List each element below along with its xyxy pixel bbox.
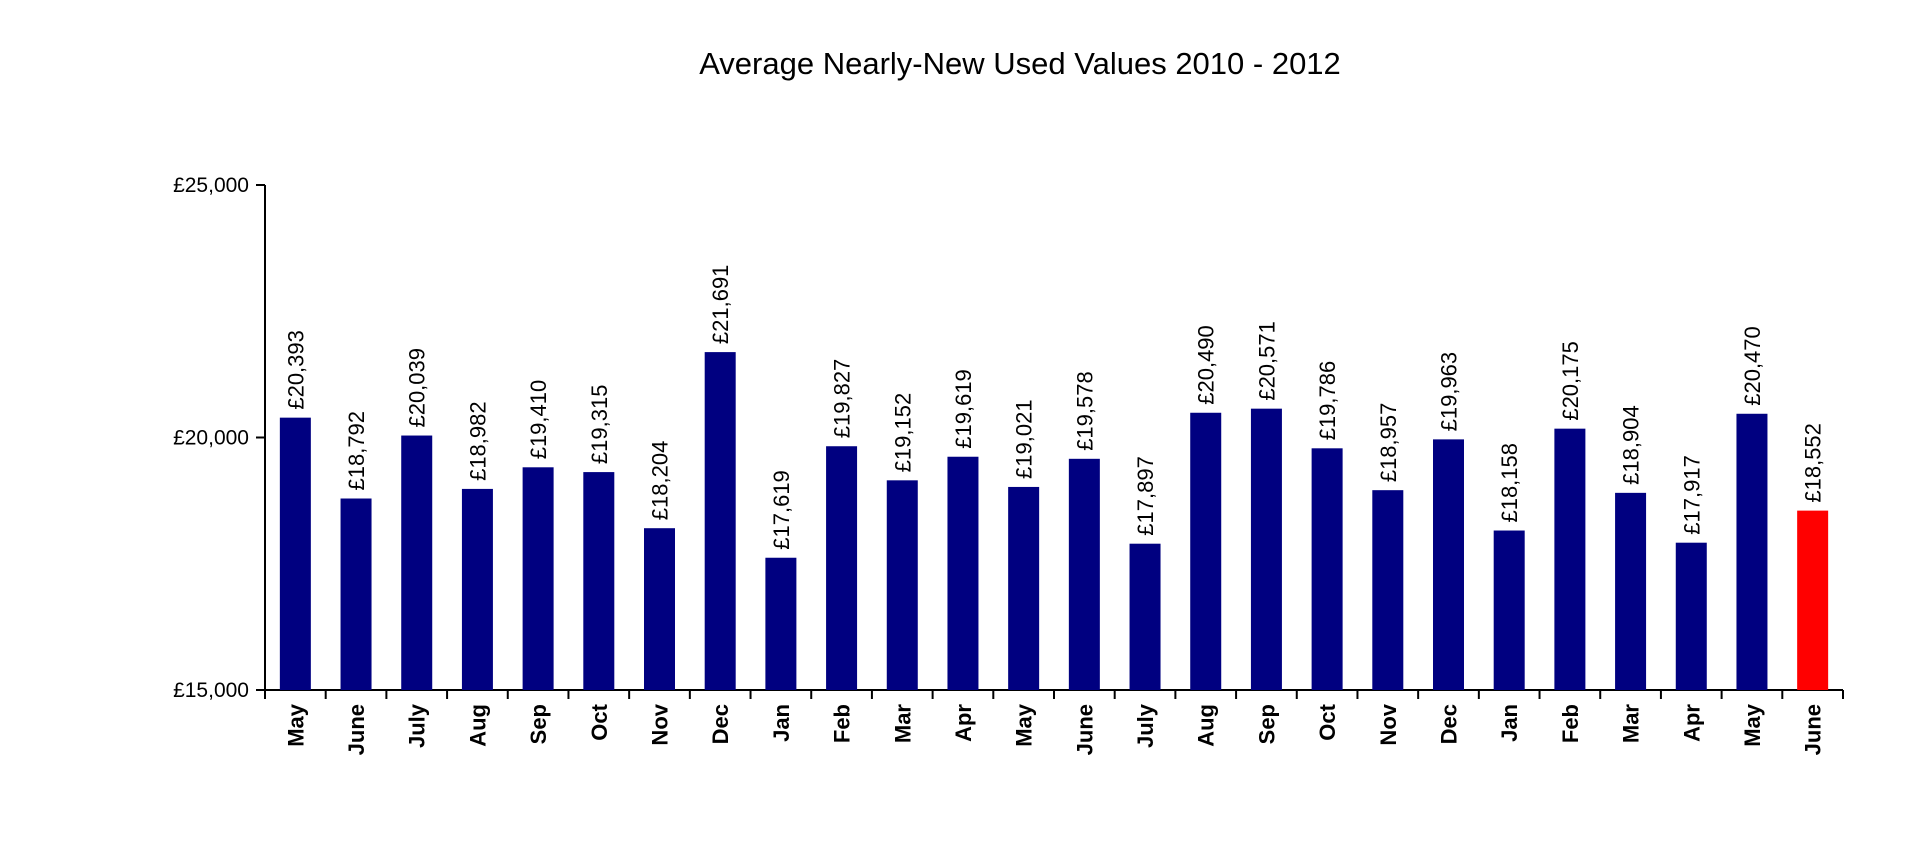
data-label: £20,039 — [405, 348, 430, 428]
data-label: £17,897 — [1133, 456, 1158, 536]
x-category-label: Mar — [890, 704, 915, 744]
x-category-label: Aug — [1194, 704, 1219, 747]
bar — [1433, 439, 1464, 690]
data-label: £19,619 — [951, 369, 976, 449]
x-category-label: May — [283, 703, 308, 747]
data-label: £19,410 — [526, 380, 551, 460]
x-category-label: June — [1072, 704, 1097, 755]
x-category-label: Mar — [1619, 704, 1644, 744]
x-category-label: Nov — [648, 703, 673, 745]
data-label: £18,957 — [1376, 403, 1401, 483]
bar — [1250, 408, 1282, 690]
data-label: £18,204 — [648, 441, 673, 521]
data-label: £20,393 — [283, 330, 308, 410]
data-label: £20,490 — [1194, 325, 1219, 405]
bar — [644, 528, 675, 690]
chart-title: Average Nearly-New Used Values 2010 - 20… — [699, 46, 1341, 81]
bar — [1797, 510, 1829, 690]
data-label: £19,021 — [1012, 399, 1037, 479]
x-category-label: June — [1801, 704, 1826, 755]
bar — [1675, 542, 1707, 690]
bar — [461, 488, 493, 690]
data-label: £20,175 — [1558, 341, 1583, 421]
bar — [1736, 413, 1768, 690]
bar — [886, 480, 918, 690]
bar — [1190, 412, 1222, 690]
data-label: £18,158 — [1497, 443, 1522, 523]
x-category-label: Nov — [1376, 703, 1401, 745]
data-label: £20,571 — [1254, 321, 1279, 401]
bar — [1008, 486, 1040, 690]
data-label: £19,963 — [1437, 352, 1462, 432]
y-tick-label: £15,000 — [173, 679, 249, 702]
x-category-label: Oct — [587, 703, 612, 740]
bar — [1615, 492, 1647, 690]
data-label: £19,152 — [890, 393, 915, 473]
y-tick-label: £25,000 — [173, 174, 249, 197]
data-label: £21,691 — [708, 265, 733, 345]
data-label: £18,982 — [465, 401, 490, 481]
bar — [401, 435, 433, 690]
x-category-label: June — [344, 704, 369, 755]
bar — [1068, 458, 1100, 690]
bar — [583, 472, 615, 690]
bar — [704, 352, 736, 690]
bar — [1554, 428, 1586, 690]
x-category-label: Apr — [1679, 704, 1704, 742]
bar — [826, 446, 858, 690]
plot-area: £15,000 £20,000 £25,000 £20,393 May £18,792 Ju… — [173, 174, 1844, 755]
x-category-label: May — [1740, 703, 1765, 747]
x-category-label: Oct — [1315, 703, 1340, 740]
bar — [279, 417, 311, 690]
data-label: £19,827 — [830, 359, 855, 439]
x-category-label: Sep — [526, 704, 551, 744]
data-label: £18,792 — [344, 411, 369, 491]
x-category-label: Feb — [1558, 704, 1583, 743]
bar — [340, 498, 372, 690]
x-category-label: Dec — [708, 704, 733, 744]
data-label: £18,904 — [1619, 405, 1644, 485]
x-category-label: Apr — [951, 704, 976, 742]
x-category-label: July — [405, 703, 430, 748]
data-label: £17,917 — [1679, 455, 1704, 535]
data-label: £19,315 — [587, 385, 612, 465]
data-label: £19,786 — [1315, 361, 1340, 441]
x-category-label: Jan — [1497, 704, 1522, 742]
bar — [1372, 490, 1404, 690]
x-category-label: July — [1133, 703, 1158, 748]
data-label: £20,470 — [1740, 326, 1765, 406]
x-category-label: Aug — [465, 704, 490, 747]
data-label: £18,552 — [1801, 423, 1826, 503]
bar — [765, 557, 797, 690]
bar — [947, 456, 979, 690]
x-category-label: Dec — [1437, 704, 1462, 744]
bar — [522, 467, 554, 690]
x-category-label: Jan — [769, 704, 794, 742]
x-category-label: Sep — [1254, 704, 1279, 744]
bar — [1311, 448, 1343, 690]
data-label: £17,619 — [769, 470, 794, 550]
bar — [1493, 530, 1525, 690]
y-tick-label: £20,000 — [173, 427, 249, 450]
bar — [1129, 543, 1161, 690]
data-label: £19,578 — [1072, 371, 1097, 451]
x-category-label: May — [1012, 703, 1037, 747]
x-category-label: Feb — [830, 704, 855, 743]
